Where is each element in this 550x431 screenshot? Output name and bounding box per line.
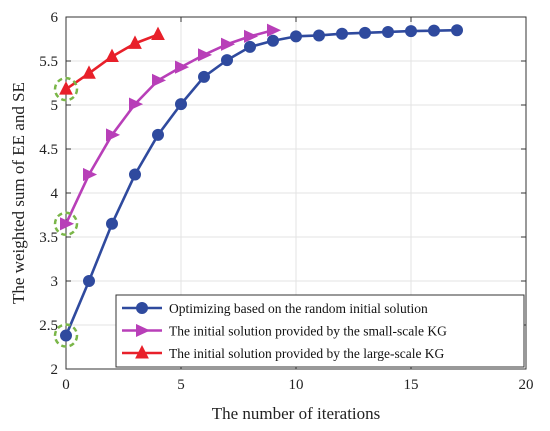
x-tick-label: 5	[177, 377, 185, 393]
data-point-triangle-up	[135, 345, 149, 359]
data-point-circle	[83, 275, 95, 287]
x-tick-label: 15	[404, 377, 419, 393]
series-1	[60, 24, 463, 342]
data-point-triangle-right	[152, 73, 167, 87]
data-point-triangle-up	[151, 26, 165, 41]
x-tick-label: 10	[289, 377, 304, 393]
data-point-circle	[359, 26, 371, 39]
series-line	[64, 28, 274, 225]
data-point-circle	[198, 70, 210, 83]
legend-label: The initial solution provided by the lar…	[169, 346, 445, 361]
highlight-dashed-circle	[53, 323, 79, 348]
data-point-circle	[60, 329, 72, 342]
annotations	[53, 76, 79, 348]
data-point-circle	[336, 27, 348, 40]
data-point-triangle-right	[267, 23, 282, 37]
highlight-dashed-circle	[53, 211, 79, 237]
data-point-circle	[451, 24, 463, 37]
data-point-triangle-right	[198, 48, 213, 62]
y-tick-label: 3	[51, 274, 59, 290]
y-tick-label: 6	[51, 10, 59, 26]
data-point-circle	[221, 54, 233, 67]
data-point-triangle-up	[128, 35, 142, 49]
y-tick-label: 3.5	[39, 230, 58, 246]
data-point-circle	[136, 302, 148, 314]
legend-entry: Optimizing based on the random initial s…	[122, 301, 428, 316]
data-point-triangle-up	[82, 65, 96, 79]
data-point-circle	[428, 24, 440, 37]
axis-ticks: 0 5 10 15 20 2 2.5 3 3.5 4 4.5 5 5.5 6	[39, 10, 533, 393]
data-point-circle	[313, 29, 325, 42]
data-point-triangle-right	[129, 97, 144, 111]
data-point-triangle-up	[59, 81, 73, 95]
data-point-circle	[405, 25, 417, 38]
data-point-circle	[267, 34, 279, 47]
legend-label: The initial solution provided by the sma…	[169, 324, 447, 339]
legend-entry: The initial solution provided by the lar…	[122, 345, 445, 361]
data-point-triangle-right	[83, 167, 98, 182]
data-point-triangle-up	[105, 48, 119, 63]
data-point-circle	[152, 128, 164, 141]
data-point-triangle-right	[60, 217, 75, 231]
series-3	[59, 26, 165, 95]
series-group	[59, 23, 463, 342]
x-tick-label: 20	[519, 377, 534, 393]
data-point-circle	[175, 98, 187, 111]
series-2	[60, 23, 282, 231]
legend: Optimizing based on the random initial s…	[115, 294, 525, 368]
y-tick-label: 4	[51, 186, 59, 202]
legend-box	[115, 294, 525, 368]
data-point-triangle-right	[221, 37, 236, 51]
y-tick-label: 5.5	[39, 54, 58, 70]
data-point-circle	[244, 40, 256, 53]
data-point-circle	[290, 30, 302, 43]
data-point-triangle-right	[244, 29, 259, 43]
data-point-triangle-right	[106, 128, 121, 142]
legend-entry: The initial solution provided by the sma…	[122, 324, 447, 339]
data-point-triangle-right	[175, 60, 190, 74]
data-point-circle	[129, 168, 141, 181]
x-axis-label: The number of iterations	[212, 404, 381, 423]
y-tick-label: 2.5	[39, 318, 58, 334]
highlight-dashed-circle	[53, 76, 79, 102]
legend-label: Optimizing based on the random initial s…	[169, 301, 428, 316]
y-axis-label: The weighted sum of EE and SE	[9, 82, 28, 304]
x-tick-label: 0	[62, 377, 70, 393]
y-tick-label: 2	[51, 362, 59, 378]
y-tick-label: 4.5	[39, 142, 58, 158]
data-point-circle	[382, 25, 394, 38]
y-tick-label: 5	[51, 98, 59, 114]
data-point-triangle-right	[136, 323, 151, 338]
data-point-circle	[106, 217, 118, 230]
